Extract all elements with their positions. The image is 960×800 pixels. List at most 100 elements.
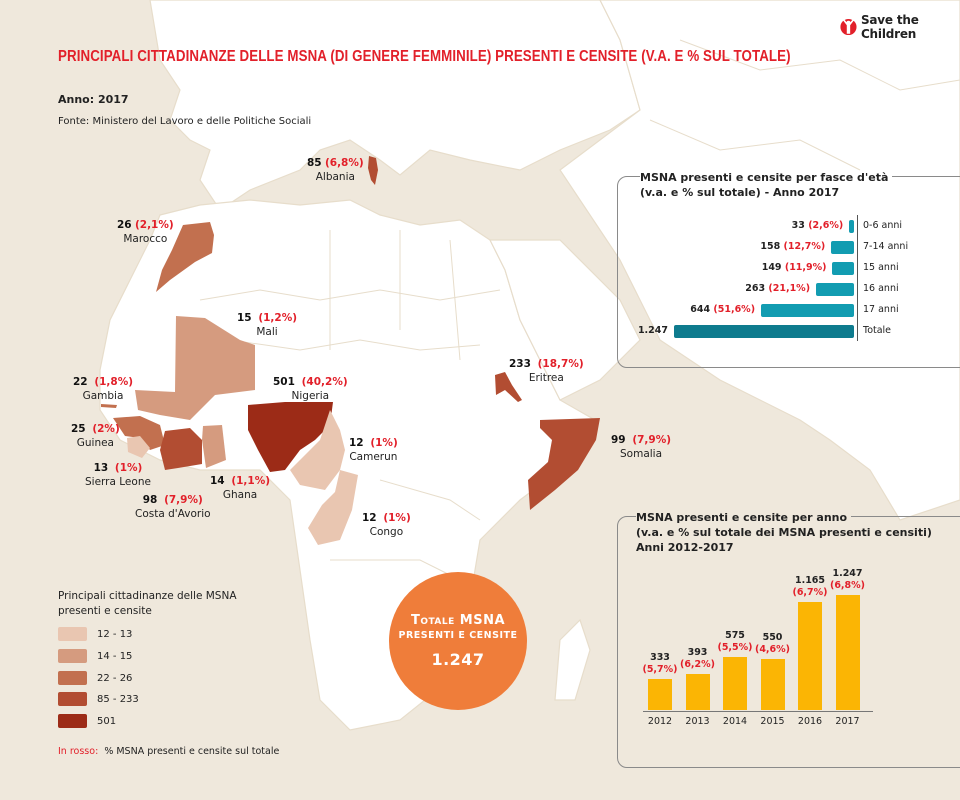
age-bar [761,304,854,317]
total-value: 1.247 [431,650,485,669]
country-gambia [101,404,117,408]
age-bar [816,283,854,296]
legend-item: 12 - 13 [58,627,132,641]
source-label: Fonte: Ministero del Lavoro e delle Poli… [58,116,312,127]
country-name: Gambia [82,390,124,402]
country-label-albania: 85 (6,8%) Albania [307,156,364,184]
country-name: Congo [369,526,404,538]
country-name: Costa d'Avorio [135,508,211,520]
year-chart: 333 (5,7%) 2012 393 (6,2%) 2013 575 (5,5%) 2014 5… [617,560,960,740]
country-pct: (1,2%) [258,312,298,324]
year-value: 1.165 [794,575,826,587]
country-mali [135,316,255,420]
country-guinea [113,416,165,450]
country-pct: (1%) [383,512,411,524]
age-pct: (12,7%) [780,241,826,252]
year-bar [798,602,822,710]
year-tick-label: 2012 [647,716,673,727]
country-value: 22 [73,376,88,388]
country-value: 233 [509,358,531,370]
country-name: Somalia [620,448,663,460]
legend-swatch [58,671,87,685]
country-name: Albania [315,171,355,183]
country-value: 501 [273,376,295,388]
country-pct: (1%) [114,462,143,474]
country-name: Mali [256,326,278,338]
logo-text: Save the Children [860,13,919,41]
country-pct: (1,8%) [94,376,134,388]
total-sublabel: PRESENTI E CENSITE [398,630,518,641]
country-pct: (1%) [370,437,398,449]
year-bar [648,679,672,710]
year-pct: (6,7%) [792,587,828,599]
age-category-label: 7-14 anni [863,241,909,252]
country-value: 26 [117,219,132,231]
year-chart-title-line2: (v.a. e % sul totale dei MSNA presenti e… [636,526,932,539]
country-pct: (40,2%) [301,376,348,388]
year-value-label: 575 (5,5%) [710,630,760,654]
year-chart-title-line1: MSNA presenti e censite per anno [636,511,852,524]
country-label-marocco: 26 (2,1%) Marocco [117,218,174,246]
age-value: 1.247 [637,325,668,336]
legend-title: Principali cittadinanze delle MSNA prese… [58,590,237,617]
country-label-nigeria: 501 (40,2%) Nigeria [273,375,348,403]
country-pct: (2,1%) [134,219,174,231]
country-value: 15 [237,312,252,324]
country-ghana [202,425,226,468]
child-arms-raised-icon [840,18,857,36]
country-costa-davorio [160,428,202,470]
age-category-label: 17 anni [863,304,899,315]
legend-label: 22 - 26 [97,672,133,684]
age-value-label: 1.247 [638,325,668,336]
age-chart-title: MSNA presenti e censite per fasce d'età … [636,170,896,200]
year-value-label: 393 (6,2%) [673,647,723,671]
year-pct: (6,2%) [679,658,716,670]
age-bar [831,241,854,254]
country-label-sierra-leone: 13 (1%) Sierra Leone [85,461,151,489]
legend-swatch [58,649,87,663]
year-tick-label: 2015 [760,716,785,727]
age-pct: (51,6%) [710,304,756,315]
country-value: 25 [71,423,86,435]
total-circle: Totale MSNA PRESENTI E CENSITE 1.247 [389,572,527,710]
country-label-somalia: 99 (7,9%) Somalia [611,433,671,461]
age-value-label: 33 (2,6%) [792,220,844,231]
legend-item: 501 [58,714,116,728]
age-value: 149 [761,262,782,273]
country-nigeria [248,402,333,472]
country-pct: (1,1%) [231,475,271,487]
legend-label: 85 - 233 [97,693,139,705]
year-pct: (6,8%) [829,579,866,591]
country-label-costa-davorio: 98 (7,9%) Costa d'Avorio [135,493,211,521]
year-value: 550 [762,632,783,644]
country-label-congo: 12 (1%) Congo [362,511,411,539]
country-pct: (18,7%) [537,358,584,370]
year-bar [723,656,747,710]
country-name: Camerun [349,451,398,463]
country-value: 85 [307,157,322,169]
year-tick-label: 2013 [685,716,710,727]
year-value: 575 [725,629,745,641]
country-value: 99 [611,434,626,446]
country-name: Ghana [222,489,258,501]
year-bar [835,594,860,710]
year-chart-axis [643,711,873,712]
country-name: Marocco [123,233,168,245]
year-value-label: 333 (5,7%) [635,652,685,676]
country-sierra-leone [127,436,150,458]
page-title: PRINCIPALI CITTADINANZE DELLE MSNA (DI G… [58,48,791,65]
country-name: Eritrea [528,372,564,384]
year-value: 393 [687,646,708,658]
country-value: 12 [362,512,377,524]
country-label-eritrea: 233 (18,7%) Eritrea [509,357,584,385]
age-chart-title-line1: MSNA presenti e censite per fasce d'età [640,171,893,184]
country-pct: (2%) [92,423,120,435]
save-the-children-logo: Save the Children [840,13,960,41]
country-label-ghana: 14 (1,1%) Ghana [210,474,270,502]
age-chart-axis [857,215,858,341]
age-category-label: 0-6 anni [863,220,903,231]
legend-label: 12 - 13 [97,628,133,640]
country-eritrea [495,372,522,402]
country-camerun [290,410,345,490]
